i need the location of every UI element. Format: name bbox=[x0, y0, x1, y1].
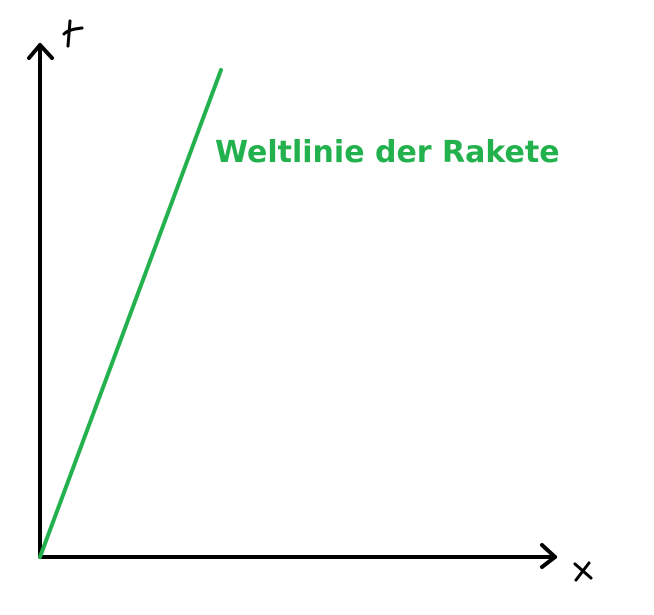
time-axis-arrowhead bbox=[27, 43, 54, 60]
svg-text:t: t bbox=[70, 38, 71, 41]
space-axis-arrowhead bbox=[540, 543, 557, 569]
space-axis-label: x bbox=[573, 561, 593, 582]
rocket-worldline bbox=[38, 68, 223, 559]
time-axis-label: t bbox=[62, 19, 84, 48]
worldline-label: Weltlinie der Rakete bbox=[215, 135, 560, 170]
